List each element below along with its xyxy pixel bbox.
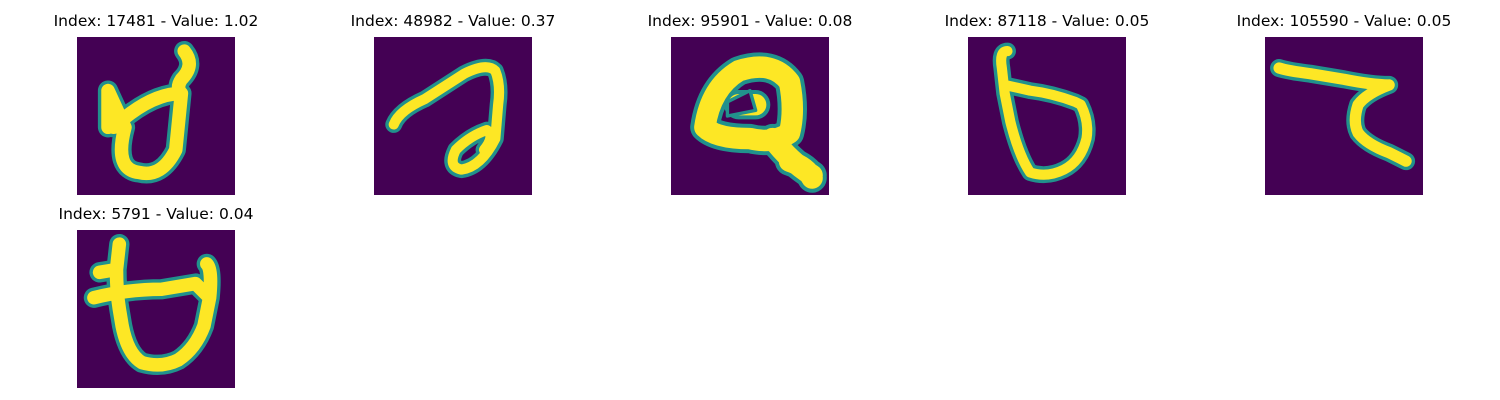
digit-image	[77, 230, 235, 388]
digit-panel-1: Index: 17481 - Value: 1.02	[31, 12, 281, 195]
digit-panel-4: Index: 87118 - Value: 0.05	[922, 12, 1172, 195]
digit-panel-2: Index: 48982 - Value: 0.37	[328, 12, 578, 195]
digit-image	[1265, 37, 1423, 195]
digit-image	[374, 37, 532, 195]
panel-title: Index: 95901 - Value: 0.08	[647, 12, 853, 30]
digit-image	[77, 37, 235, 195]
panel-title: Index: 87118 - Value: 0.05	[944, 12, 1150, 30]
panel-title: Index: 48982 - Value: 0.37	[350, 12, 556, 30]
digit-panel-6: Index: 5791 - Value: 0.04	[31, 205, 281, 388]
digit-image	[671, 37, 829, 195]
panel-title: Index: 5791 - Value: 0.04	[58, 205, 254, 223]
panel-title: Index: 17481 - Value: 1.02	[53, 12, 259, 30]
digit-image	[968, 37, 1126, 195]
digit-panel-5: Index: 105590 - Value: 0.05	[1219, 12, 1469, 195]
digit-panel-3: Index: 95901 - Value: 0.08	[625, 12, 875, 195]
panel-title: Index: 105590 - Value: 0.05	[1236, 12, 1452, 30]
